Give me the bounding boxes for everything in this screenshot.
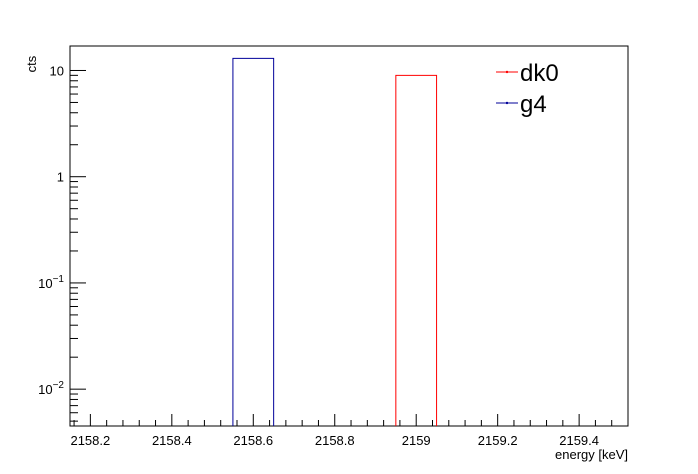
plot-frame [69, 45, 629, 427]
y-tick-label: 1 [57, 170, 64, 185]
data-marks [232, 57, 438, 426]
legend-label-dk0: dk0 [520, 60, 559, 87]
y-tick-label: 10 [50, 63, 64, 78]
x-tick-label: 2158.6 [233, 433, 273, 448]
legend-label-g4: g4 [520, 91, 547, 118]
legend-marker-dk0 [505, 70, 509, 74]
x-tick-label: 2158.8 [315, 433, 355, 448]
x-tick-label: 2159.4 [559, 433, 599, 448]
x-tick-label: 2158.2 [70, 433, 110, 448]
y-tick-label: 10−2 [38, 380, 64, 397]
y-tick-label: 10−1 [38, 274, 64, 291]
legend-marker-g4 [505, 101, 509, 105]
x-tick-label: 2159 [402, 433, 431, 448]
histogram-bin-dk0 [395, 74, 438, 426]
x-tick-label: 2159.2 [478, 433, 518, 448]
y-axis: 10−2 10−1 1 10 [38, 63, 86, 422]
histogram-bin-g4 [232, 57, 275, 426]
x-tick-label: 2158.4 [152, 433, 192, 448]
x-axis-label: energy [keV] [555, 447, 628, 462]
y-axis-label: cts [24, 55, 39, 72]
x-axis: 2158.2 2158.4 2158.6 2158.8 2159 2159.2 2159.4 [70, 414, 629, 448]
